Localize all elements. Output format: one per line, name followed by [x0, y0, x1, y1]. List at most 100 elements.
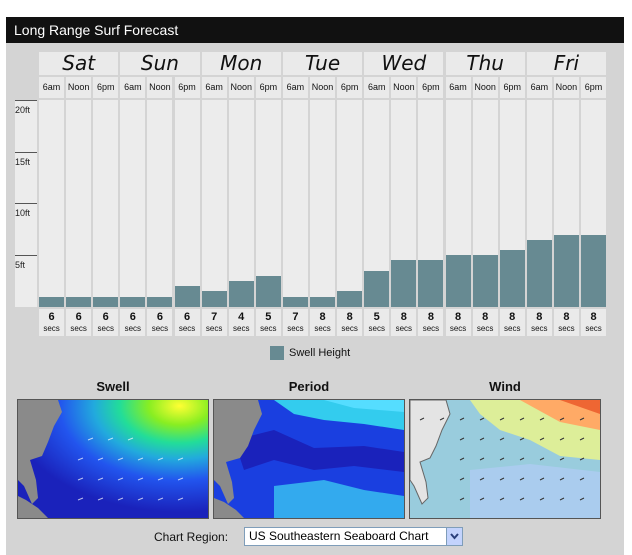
swell-height-bar [201, 291, 227, 307]
period-cell: 8 secs [337, 309, 363, 336]
period-value: 8 [319, 311, 326, 323]
period-value: 6 [129, 311, 136, 323]
period-cell: 8 secs [418, 309, 444, 336]
y-tick-mark [15, 203, 37, 204]
swell-height-bar [499, 250, 525, 307]
plot-column [553, 100, 579, 307]
period-unit: secs [43, 324, 60, 333]
period-cell: 6 secs [174, 309, 200, 336]
time-label: 6pm [418, 77, 444, 98]
period-unit: secs [260, 324, 277, 333]
plot-column [228, 100, 254, 307]
swell-height-bar [526, 239, 552, 307]
period-value: 8 [509, 311, 516, 323]
chart-region-select[interactable]: US Southeastern Seaboard Chart [244, 527, 463, 546]
period-unit: secs [449, 324, 467, 333]
day-header: Mon [201, 52, 281, 75]
plot-column [310, 100, 336, 307]
period-unit: secs [368, 324, 385, 333]
swell-height-bar [445, 255, 471, 307]
swell-height-bar [66, 296, 92, 307]
swell-map-title: Swell [96, 379, 130, 394]
swell-height-bar [364, 270, 390, 307]
time-label: Noon [391, 77, 417, 98]
period-unit: secs [476, 324, 494, 333]
period-value: 8 [590, 311, 597, 323]
time-label: Noon [66, 77, 92, 98]
y-tick-label: 20ft [15, 105, 31, 115]
plot-column [147, 100, 173, 307]
swell-height-bar [337, 291, 363, 307]
period-unit: secs [585, 324, 602, 333]
swell-height-bar [39, 296, 65, 307]
period-value: 6 [102, 311, 109, 323]
y-tick-label: 5ft [15, 260, 26, 270]
time-label: Noon [147, 77, 173, 98]
period-unit: secs [531, 324, 548, 333]
period-unit: secs [70, 324, 87, 333]
time-label: Noon [553, 77, 579, 98]
legend-label: Swell Height [289, 347, 351, 359]
period-value: 8 [346, 311, 353, 323]
period-cell: 8 secs [472, 309, 498, 336]
plot-column [201, 100, 227, 307]
period-unit: secs [205, 324, 223, 333]
time-label: 6pm [337, 77, 363, 98]
period-cell: 5 secs [255, 309, 281, 336]
plot-column [174, 100, 200, 307]
period-unit: secs [341, 324, 358, 333]
plot-column [418, 100, 444, 307]
plot-column [282, 100, 308, 307]
swell-height-bar [472, 255, 498, 307]
period-cell: 8 secs [581, 309, 607, 336]
period-cell: 6 secs [120, 309, 146, 336]
time-label: 6pm [499, 77, 525, 98]
period-map-image[interactable] [213, 399, 405, 519]
period-cell: 5 secs [364, 309, 390, 336]
chart-region-label: Chart Region: [154, 530, 229, 544]
time-label: Noon [472, 77, 498, 98]
wind-map-image[interactable] [409, 399, 601, 519]
period-cell: 6 secs [147, 309, 173, 336]
swell-height-bar [310, 296, 336, 307]
y-tick-mark [15, 152, 37, 153]
plot-column [39, 100, 65, 307]
plot-column [93, 100, 119, 307]
period-cell: 8 secs [391, 309, 417, 336]
plot-column [255, 100, 281, 307]
period-value: 8 [454, 311, 462, 323]
time-label: 6am [526, 77, 552, 98]
swell-height-bar [581, 234, 607, 307]
period-cell: 8 secs [445, 309, 471, 336]
period-unit: secs [504, 324, 521, 333]
time-label: 6pm [255, 77, 281, 98]
y-axis: 20ft 15ft 10ft 5ft [15, 100, 37, 307]
swell-height-bar [282, 296, 308, 307]
period-unit: secs [233, 324, 250, 333]
plot-column [364, 100, 390, 307]
swell-height-bar [418, 260, 444, 307]
y-tick-label: 10ft [15, 208, 31, 218]
period-unit: secs [124, 324, 142, 333]
plot-column [391, 100, 417, 307]
period-cell: 8 secs [310, 309, 336, 336]
y-tick-mark [15, 255, 37, 256]
y-tick-label: 15ft [15, 157, 31, 167]
day-header: Thu [445, 52, 525, 75]
day-header: Fri [526, 52, 607, 75]
forecast-chart: 20ft 15ft 10ft 5ft Sat Sun Mon Tue Wed Thu Fri… [15, 52, 607, 336]
time-label: Noon [228, 77, 254, 98]
period-value: 8 [400, 311, 407, 323]
period-map-title: Period [288, 379, 330, 394]
period-cell: 8 secs [499, 309, 525, 336]
period-unit: secs [558, 324, 575, 333]
swell-map-image[interactable] [17, 399, 209, 519]
chart-region-row: Chart Region: US Southeastern Seaboard C… [0, 527, 632, 547]
time-label: 6am [282, 77, 308, 98]
period-cell: 4 secs [228, 309, 254, 336]
period-value: 4 [238, 311, 245, 323]
time-label: 6pm [581, 77, 607, 98]
chevron-down-icon[interactable] [446, 528, 462, 545]
period-cell: 7 secs [201, 309, 227, 336]
day-header: Sun [120, 52, 200, 75]
